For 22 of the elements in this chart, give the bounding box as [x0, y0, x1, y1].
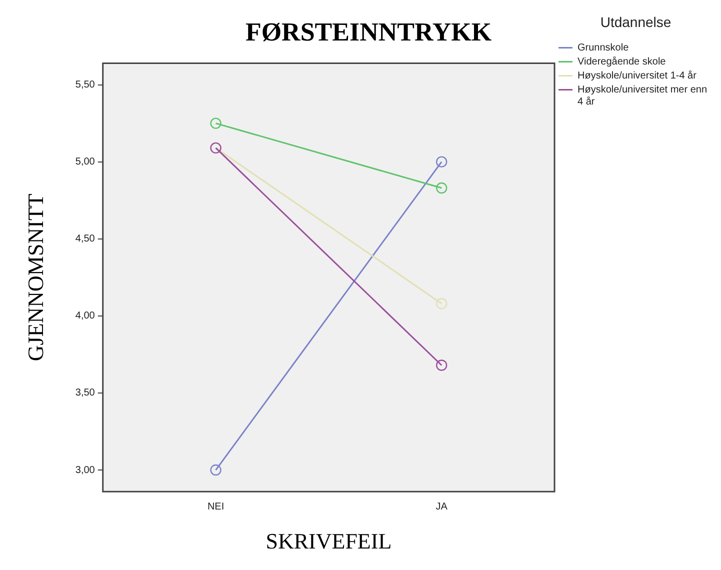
legend-label: Videregående skole [578, 56, 666, 68]
legend-title: Utdannelse [600, 14, 672, 30]
chart-title: FØRSTEINNTRYKK [245, 17, 492, 46]
y-tick-label: 3,00 [75, 464, 96, 476]
x-axis-title: SKRIVEFEIL [266, 528, 392, 554]
point [436, 360, 448, 371]
legend-label: Høyskole/universitet mer enn 4 år [578, 84, 708, 108]
x-tick-label: NEI [207, 501, 224, 512]
point [436, 298, 448, 310]
legend-label: Høyskole/universitet 1-4 år [578, 70, 698, 82]
y-tick-label: 5,50 [75, 80, 96, 91]
point [436, 182, 448, 194]
y-tick-label: 3,50 [75, 388, 96, 399]
y-tick-label: 4,50 [75, 234, 96, 245]
y-axis-title: GJENNOMSNITT [22, 193, 48, 362]
point [436, 156, 448, 168]
x-tick-label: JA [436, 501, 448, 512]
y-tick-label: 5,00 [75, 156, 96, 168]
legend-label: Grunnskole [578, 42, 630, 54]
point [210, 118, 222, 129]
y-tick-label: 4,00 [75, 310, 96, 322]
point [210, 464, 222, 476]
